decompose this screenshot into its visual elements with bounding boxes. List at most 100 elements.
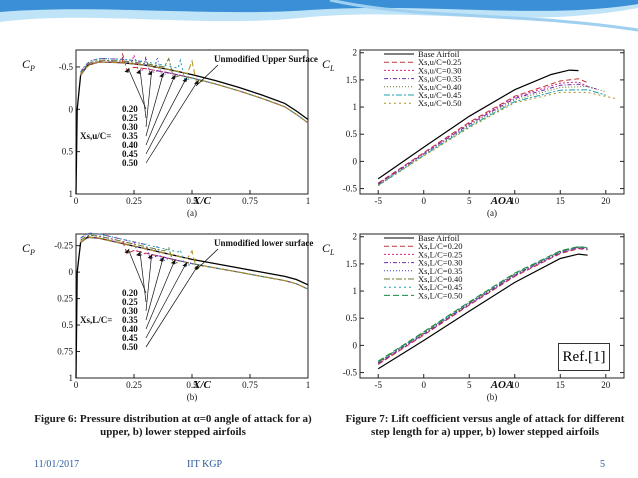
series-line-step — [80, 53, 309, 124]
x-tick-label: -5 — [374, 196, 382, 206]
y-tick-label: 0 — [353, 156, 358, 166]
legend-entry: Base Airfoil — [418, 233, 460, 243]
y-tick-label: -0.25 — [54, 241, 73, 251]
y-tick-label: 0.5 — [346, 129, 358, 139]
header-banner — [0, 0, 638, 32]
legend-entry: Xs,L/C=0.35 — [418, 266, 462, 276]
legend-value: 0.35 — [122, 315, 138, 325]
legend-leader — [139, 252, 147, 303]
series-line — [377, 247, 588, 364]
legend-value: 0.30 — [122, 306, 138, 316]
legend-value: 0.25 — [122, 113, 138, 123]
x-axis-label: X/C — [192, 379, 211, 391]
y-tick-label: 0.5 — [346, 313, 358, 323]
legend-leader — [145, 80, 199, 164]
annotation-text: Unmodified Upper Surface — [214, 54, 318, 64]
legend-value: 0.20 — [122, 104, 138, 114]
x-tick-label: 20 — [601, 380, 611, 390]
panel-label: (b) — [187, 392, 198, 402]
legend-leader — [145, 73, 164, 137]
panel-label: (a) — [187, 208, 197, 218]
legend-entry: Xs,L/C=0.20 — [418, 241, 462, 251]
series-line — [377, 247, 588, 365]
y-tick-label: 2 — [353, 48, 358, 58]
legend-entry: Xs,L/C=0.25 — [418, 249, 462, 259]
legend-arrowhead — [182, 261, 188, 267]
legend-value: 0.50 — [122, 158, 138, 168]
series-line-step — [80, 57, 309, 124]
legend-entry: Xs,u/C=0.35 — [418, 74, 462, 84]
legend-leader — [145, 77, 187, 155]
series-line — [377, 69, 579, 180]
series-line-step — [80, 56, 309, 124]
x-tick-label: 15 — [556, 196, 566, 206]
x-tick-label: 0 — [421, 196, 426, 206]
legend-entry: Xs,u/C=0.25 — [418, 57, 462, 67]
series-line-step — [80, 53, 309, 124]
y-tick-label: 0 — [69, 267, 74, 277]
x-tick-label: 1 — [306, 196, 311, 206]
legend-arrowhead — [170, 74, 176, 80]
y-tick-label: 1.5 — [346, 259, 358, 269]
legend-entry: Xs,L/C=0.50 — [418, 290, 462, 300]
x-tick-label: 5 — [467, 196, 472, 206]
y-tick-label: 0.5 — [62, 147, 74, 157]
legend-arrowhead — [159, 72, 165, 78]
y-tick-label: 0.25 — [57, 294, 73, 304]
plot-frame — [75, 233, 309, 379]
legend-arrowhead — [194, 264, 199, 270]
x-axis-label: AOA — [490, 379, 514, 391]
x-tick-label: 0.75 — [242, 380, 258, 390]
series-line — [377, 83, 597, 185]
legend-value: 0.45 — [122, 149, 138, 159]
x-tick-label: 0.25 — [126, 380, 142, 390]
reference-label: Ref.[1] — [558, 343, 610, 371]
x-tick-label: 5 — [467, 380, 472, 390]
y-tick-label: 0 — [353, 340, 358, 350]
legend-leader — [145, 71, 152, 128]
legend-leader — [128, 68, 147, 110]
series-line — [377, 247, 588, 364]
x-tick-label: 0 — [74, 196, 79, 206]
x-tick-label: 0 — [421, 380, 426, 390]
annotation-leader — [195, 64, 219, 87]
x-tick-label: 15 — [556, 380, 566, 390]
series-line — [377, 81, 588, 185]
legend-arrowhead — [147, 253, 153, 259]
legend-arrowhead — [136, 68, 141, 74]
legend-entry: Xs,u/C=0.50 — [418, 98, 462, 108]
series-line — [377, 85, 606, 186]
figure6-caption: Figure 6: Pressure distribution at α=0 a… — [34, 413, 312, 438]
x-axis-label: AOA — [490, 195, 514, 207]
legend-value: 0.30 — [122, 122, 138, 132]
legend-leader — [128, 249, 147, 294]
x-tick-label: 10 — [510, 196, 520, 206]
legend-arrowhead — [182, 77, 188, 83]
x-tick-label: 10 — [510, 380, 520, 390]
panel-label: (b) — [487, 392, 498, 402]
y-tick-label: 1 — [353, 286, 358, 296]
plot-frame — [359, 233, 625, 379]
legend-value: 0.40 — [122, 324, 138, 334]
series-line-step — [80, 236, 309, 290]
legend-leader — [145, 259, 176, 330]
series-line — [377, 253, 588, 370]
y-tick-label: 2 — [353, 232, 358, 242]
x-tick-label: 0.5 — [186, 380, 198, 390]
y-tick-label: 1 — [69, 189, 74, 199]
legend-leader — [139, 69, 147, 119]
x-tick-label: 20 — [601, 196, 611, 206]
legend-leader — [145, 262, 187, 339]
y-axis-label: CP — [22, 241, 35, 257]
legend-entry: Xs,u/C=0.45 — [418, 90, 462, 100]
series-line — [377, 248, 588, 365]
series-line-step — [80, 57, 309, 124]
y-axis-label: CL — [322, 57, 335, 73]
legend-leader — [145, 257, 164, 321]
series-line — [377, 246, 588, 363]
series-line-base — [75, 61, 309, 195]
y-tick-label: -0.5 — [59, 62, 74, 72]
x-tick-label: 0.25 — [126, 196, 142, 206]
series-line-step — [80, 59, 309, 124]
legend-arrowhead — [136, 251, 141, 257]
